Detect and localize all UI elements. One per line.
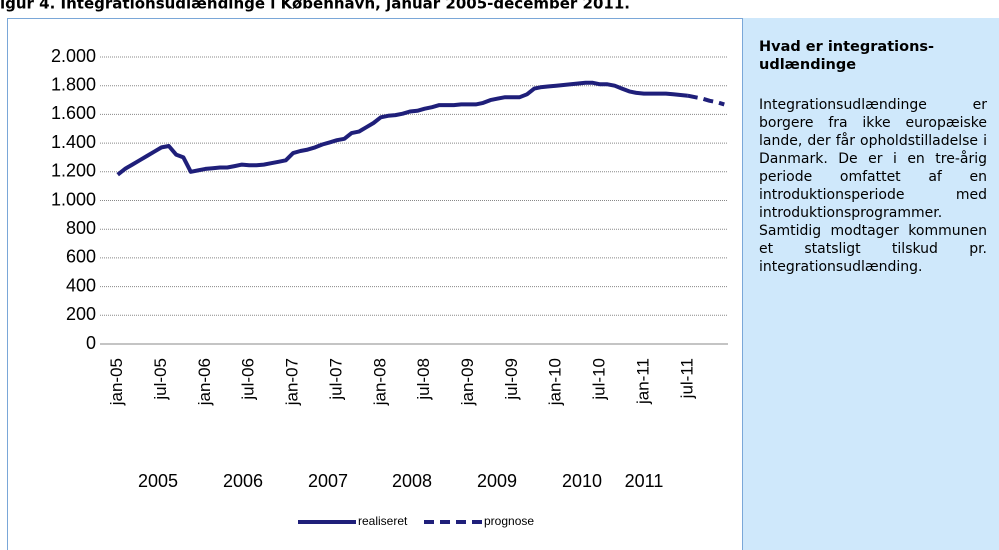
y-tick-label: 800: [66, 218, 96, 238]
year-label: 2006: [223, 471, 263, 491]
x-tick-label: jan-07: [283, 358, 302, 406]
x-tick-label: jul-05: [151, 358, 170, 401]
chart: igur 4. Integrationsudlændinge i Københa…: [0, 0, 742, 550]
year-label: 2008: [392, 471, 432, 491]
x-tick-label: jul-08: [414, 358, 433, 401]
legend-label: prognose: [484, 514, 534, 528]
y-tick-label: 1.000: [51, 189, 96, 209]
line-series: [116, 80, 688, 177]
chart-frame: [7, 18, 742, 550]
chart-title: igur 4. Integrationsudlændinge i Københa…: [0, 0, 630, 13]
x-tick-label: jan-11: [633, 358, 652, 405]
legend-label: realiseret: [358, 514, 408, 528]
y-tick-label: 400: [66, 275, 96, 295]
sidebar-heading: Hvad er integrations-udlændinge: [759, 39, 935, 73]
y-tick-label: 2.000: [51, 46, 96, 66]
x-tick-label: jan-10: [546, 358, 565, 406]
sidebar: Hvad er integrations-udlændinge Integrat…: [742, 18, 999, 550]
sidebar-text: Integrationsudlændinge er borgere fra ik…: [759, 97, 987, 275]
year-label: 2005: [138, 471, 178, 491]
x-tick-label: jan-08: [370, 358, 389, 406]
x-tick-label: jan-09: [458, 358, 477, 406]
year-label: 2010: [562, 471, 602, 491]
y-tick-label: 0: [86, 333, 96, 353]
x-tick-label: jan-05: [107, 358, 126, 406]
y-tick-label: 1.800: [51, 74, 96, 94]
x-tick-label: jan-06: [195, 358, 214, 406]
year-label: 2009: [477, 471, 517, 491]
x-tick-label: jul-10: [590, 358, 609, 401]
y-tick-label: 200: [66, 304, 96, 324]
year-label: 2007: [308, 471, 348, 491]
x-tick-label: jul-09: [502, 358, 521, 401]
y-tick-label: 1.400: [51, 132, 96, 152]
x-tick-label: jul-07: [326, 358, 345, 401]
year-label: 2011: [625, 471, 664, 491]
y-tick-label: 1.600: [51, 103, 96, 123]
y-tick-label: 600: [66, 247, 96, 267]
y-tick-label: 1.200: [51, 161, 96, 181]
x-tick-label: jul-06: [239, 358, 258, 401]
line-series: [687, 93, 725, 107]
x-tick-label: jul-11: [677, 358, 696, 399]
